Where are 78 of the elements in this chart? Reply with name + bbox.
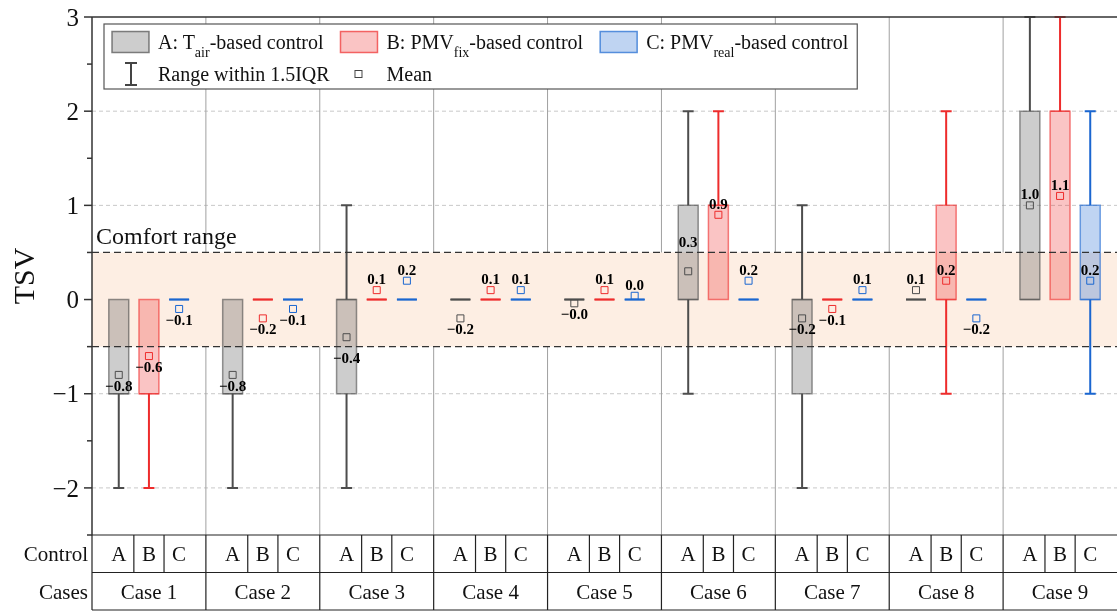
text: 0.1 (853, 271, 872, 288)
text: 0.2 (936, 261, 956, 278)
text: −0.4 (332, 349, 361, 366)
y-axis-title: TSV (7, 247, 40, 305)
y-tick-label: 3 (66, 3, 79, 31)
text: 0.2 (1080, 261, 1100, 278)
annotation: Mean (386, 63, 433, 85)
annotation: Range within 1.5IQR (158, 63, 331, 86)
text: A (111, 542, 128, 567)
x-tick-label: Case 7 (803, 579, 861, 604)
y-tick-label: 1 (66, 192, 79, 220)
text: C (627, 542, 642, 567)
text: A (225, 542, 242, 567)
text: −0.2 (788, 321, 816, 338)
text: A (452, 542, 469, 567)
text: A (338, 542, 355, 567)
x-tick-label: Case 9 (1031, 579, 1089, 604)
x-tick-label: Case 4 (462, 579, 520, 604)
text: 0.1 (906, 271, 926, 288)
text: C (286, 542, 301, 567)
text: A (908, 542, 925, 567)
text: −0.2 (962, 321, 990, 338)
text: A (566, 542, 583, 567)
text: 0.1 (367, 271, 387, 288)
text: 0.1 (511, 271, 531, 288)
text: −0.8 (219, 377, 247, 394)
text: 1.1 (1050, 176, 1070, 193)
x-tick-label: Case 3 (348, 579, 406, 604)
text: −0.1 (818, 311, 846, 328)
x-tick-label: Case 5 (576, 579, 633, 604)
text: C (1083, 542, 1098, 567)
text: B (597, 542, 612, 567)
x-tick-label: Case 1 (120, 579, 178, 604)
text: 0.1 (595, 271, 614, 288)
text: 1.0 (1020, 186, 1040, 203)
text: −0.1 (165, 311, 193, 328)
text: B (141, 542, 156, 567)
x-tick-label: Case 6 (690, 579, 747, 604)
text: C (855, 542, 870, 567)
text: −0.1 (279, 311, 307, 328)
text: B (1053, 542, 1068, 567)
y-tick-label: −1 (52, 380, 79, 408)
text: B (255, 542, 270, 567)
y-tick-label: −2 (52, 474, 79, 502)
text: C (172, 542, 187, 567)
text: A (794, 542, 811, 567)
y-tick-label: 0 (66, 286, 79, 314)
text: 0.1 (481, 271, 500, 288)
legend-label: C: PMV$_{real}$-based control (646, 31, 849, 60)
text: Control (23, 542, 89, 567)
legend-label: B: PMV$_{fix}$-based control (386, 31, 584, 60)
text: B (939, 542, 954, 567)
legend-label: A: T$_{air}$-based control (158, 31, 324, 60)
text: Cases (39, 579, 88, 604)
text: 0.2 (397, 261, 417, 278)
x-tick-label: Case 8 (917, 579, 975, 604)
text: 0.0 (625, 276, 645, 293)
text: A (1022, 542, 1039, 567)
text: C (969, 542, 984, 567)
text: B (825, 542, 840, 567)
text: −0.8 (105, 377, 133, 394)
text: B (483, 542, 498, 567)
text: B (369, 542, 384, 567)
text: −0.0 (560, 306, 588, 323)
text: −0.2 (446, 321, 475, 338)
text: B (711, 542, 726, 567)
text: C (513, 542, 528, 567)
text: 0.9 (709, 195, 728, 212)
text: C (399, 542, 414, 567)
text: −0.6 (135, 359, 163, 376)
text: C (741, 542, 756, 567)
x-tick-label: Case 2 (234, 579, 292, 604)
y-tick-label: 2 (66, 97, 79, 125)
text: 0.3 (678, 234, 698, 251)
band-label: Comfort range (96, 223, 237, 250)
text: A (680, 542, 697, 567)
text: 0.2 (739, 261, 758, 278)
text: −0.2 (249, 321, 277, 338)
